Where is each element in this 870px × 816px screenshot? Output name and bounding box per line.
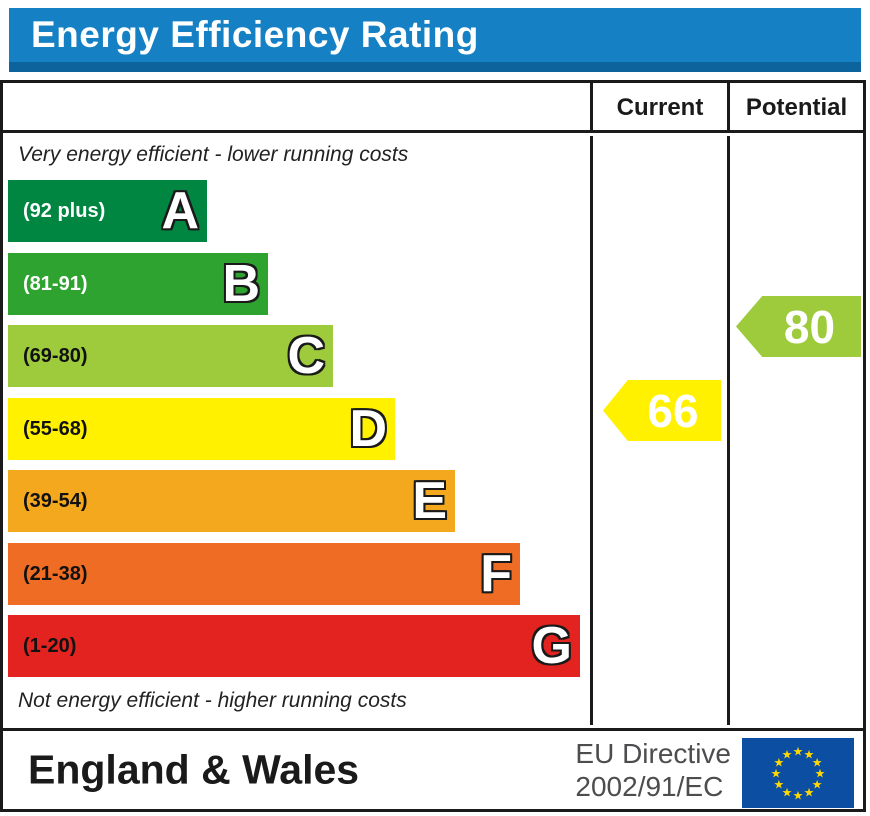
band-b: (81-91) B (8, 253, 268, 315)
svg-text:★: ★ (774, 778, 785, 792)
band-b-letter: B (222, 255, 260, 313)
column-divider-current (590, 136, 593, 725)
svg-text:★: ★ (815, 767, 826, 781)
potential-column-header: Potential (727, 83, 863, 133)
band-e-range: (39-54) (23, 489, 88, 512)
band-f-letter: F (480, 545, 512, 603)
svg-text:★: ★ (793, 789, 804, 803)
svg-text:★: ★ (782, 747, 793, 761)
potential-rating-arrow: 80 (736, 296, 861, 357)
band-c: (69-80) C (8, 325, 333, 387)
rating-table: Current Potential Very energy efficient … (0, 80, 866, 812)
band-e: (39-54) E (8, 470, 455, 532)
region-label: England & Wales (28, 746, 360, 793)
svg-text:★: ★ (804, 747, 815, 761)
svg-text:★: ★ (793, 745, 804, 759)
eu-directive-line1: EU Directive (575, 738, 731, 769)
column-divider-potential (727, 136, 730, 725)
band-d: (55-68) D (8, 398, 395, 460)
eu-directive-line2: 2002/91/EC (575, 771, 724, 802)
current-rating-arrow: 66 (603, 380, 721, 441)
title-bar: Energy Efficiency Rating (9, 8, 861, 72)
svg-text:★: ★ (771, 767, 782, 781)
band-a: (92 plus) A (8, 180, 207, 242)
note-not-efficient: Not energy efficient - higher running co… (18, 689, 407, 712)
band-g-letter: G (531, 617, 572, 675)
svg-text:★: ★ (782, 786, 793, 800)
band-f: (21-38) F (8, 543, 520, 605)
bands-panel: Very energy efficient - lower running co… (3, 136, 590, 725)
band-a-range: (92 plus) (23, 199, 106, 222)
potential-rating-value: 80 (783, 300, 836, 353)
band-c-letter: C (287, 327, 325, 385)
eu-directive-label: EU Directive 2002/91/EC (575, 737, 731, 803)
band-g: (1-20) G (8, 615, 580, 677)
svg-text:★: ★ (812, 756, 823, 770)
table-header-row: Current Potential (3, 83, 863, 133)
band-d-range: (55-68) (23, 417, 88, 440)
band-a-letter: A (161, 182, 199, 240)
eu-flag-icon: ★ ★ ★ ★ ★ ★ ★ ★ ★ ★ ★ ★ (742, 738, 854, 808)
band-f-range: (21-38) (23, 562, 88, 585)
current-column-header: Current (590, 83, 727, 133)
band-c-range: (69-80) (23, 344, 88, 367)
page-title: Energy Efficiency Rating (31, 14, 479, 55)
svg-text:★: ★ (804, 786, 815, 800)
current-rating-value: 66 (647, 384, 699, 437)
note-very-efficient: Very energy efficient - lower running co… (18, 143, 409, 166)
band-b-range: (81-91) (23, 272, 88, 295)
band-d-letter: D (349, 400, 387, 458)
band-g-range: (1-20) (23, 634, 77, 657)
table-footer-row: England & Wales EU Directive 2002/91/EC … (3, 728, 863, 809)
chart-row: Very energy efficient - lower running co… (3, 136, 863, 725)
svg-text:★: ★ (774, 756, 785, 770)
svg-text:★: ★ (812, 778, 823, 792)
band-e-letter: E (412, 472, 447, 530)
